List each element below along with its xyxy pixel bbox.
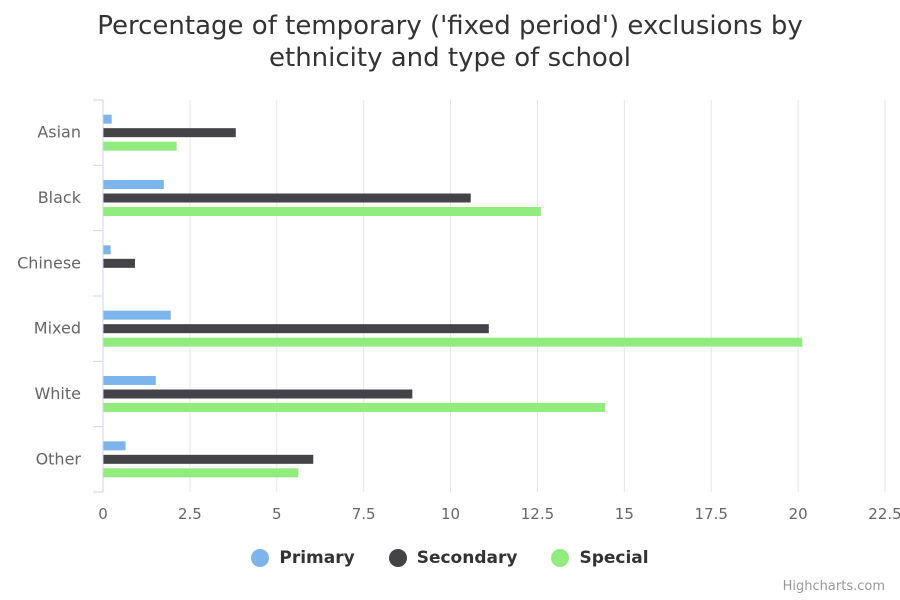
bar-primary-other[interactable] (103, 441, 126, 451)
category-label: Mixed (34, 319, 81, 338)
bar-secondary-other[interactable] (103, 454, 314, 464)
bar-secondary-mixed[interactable] (103, 324, 489, 334)
bar-special-mixed[interactable] (103, 337, 803, 347)
legend-symbol-special (551, 549, 570, 567)
legend-label-special: Special (579, 548, 649, 568)
legend: Primary Secondary Special (0, 548, 900, 568)
bar-special-black[interactable] (103, 207, 541, 216)
bar-secondary-white[interactable] (103, 389, 413, 399)
legend-item-primary[interactable]: Primary (251, 548, 355, 568)
x-tick-label: 0 (98, 505, 108, 523)
bar-primary-asian[interactable] (103, 114, 112, 124)
category-label: Black (38, 188, 82, 207)
legend-item-special[interactable]: Special (551, 548, 649, 568)
bar-special-asian[interactable] (103, 141, 177, 151)
bar-special-other[interactable] (103, 468, 299, 478)
legend-item-secondary[interactable]: Secondary (388, 548, 518, 568)
bars (103, 114, 803, 478)
bar-primary-mixed[interactable] (103, 310, 171, 320)
x-tick-label: 10 (441, 505, 460, 523)
bar-primary-white[interactable] (103, 376, 156, 385)
x-tick-label: 22.5 (868, 505, 900, 523)
bar-primary-chinese[interactable] (103, 245, 111, 255)
x-tick-label: 17.5 (695, 505, 728, 523)
x-tick-label: 2.5 (178, 505, 202, 523)
bar-special-white[interactable] (103, 403, 606, 412)
legend-symbol-primary (251, 549, 270, 567)
bar-secondary-black[interactable] (103, 193, 471, 203)
chart-title: Percentage of temporary ('fixed period')… (0, 10, 900, 74)
category-label: Asian (37, 123, 81, 142)
x-tick-label: 12.5 (521, 505, 554, 523)
x-tick-label: 7.5 (352, 505, 376, 523)
legend-symbol-secondary (388, 549, 407, 567)
bar-secondary-asian[interactable] (103, 128, 236, 138)
bar-secondary-chinese[interactable] (103, 258, 135, 268)
x-tick-label: 15 (615, 505, 634, 523)
legend-label-secondary: Secondary (416, 548, 518, 568)
chart-title-line-1: Percentage of temporary ('fixed period')… (97, 11, 803, 41)
x-tick-label: 5 (272, 505, 282, 523)
category-label: White (34, 384, 81, 403)
category-label: Chinese (17, 253, 81, 272)
credits-link[interactable]: Highcharts.com (782, 579, 885, 594)
legend-label-primary: Primary (279, 548, 355, 568)
category-label: Other (36, 449, 82, 468)
axes: 0 2.5 5 7.5 10 12.5 15 17.5 20 22.5 Asian Black Chin… (17, 99, 900, 523)
x-tick-label: 20 (789, 505, 808, 523)
grid (189, 100, 886, 492)
chart-title-line-2: ethnicity and type of school (269, 43, 631, 73)
bar-primary-black[interactable] (103, 180, 164, 189)
